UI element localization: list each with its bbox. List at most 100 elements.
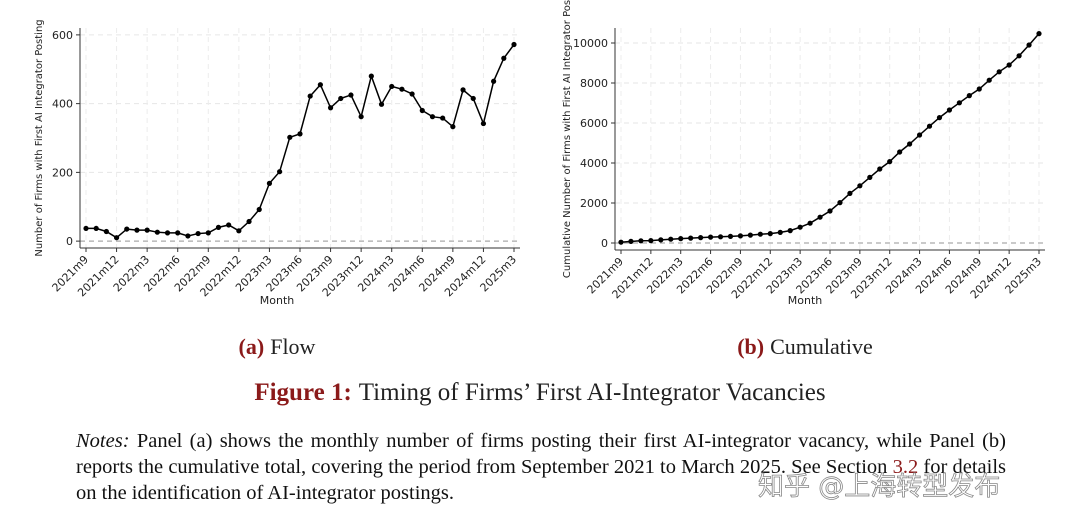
figure-title: Timing of Firms’ First AI-Integrator Vac… — [359, 379, 826, 406]
x-axis-label: Month — [260, 294, 295, 307]
notes-label: Notes: — [76, 430, 130, 452]
data-point — [287, 134, 293, 140]
y-tick-label: 4000 — [580, 157, 608, 170]
data-point — [277, 169, 283, 175]
data-point — [491, 78, 497, 84]
data-point — [698, 235, 704, 241]
data-point — [996, 69, 1002, 75]
panel-caption: (b) Cumulative — [737, 334, 873, 359]
panel-label: (a) — [239, 334, 265, 359]
data-point — [175, 230, 181, 236]
data-point — [83, 225, 89, 232]
data-point — [134, 227, 140, 233]
data-point — [399, 86, 405, 92]
data-point — [688, 235, 694, 241]
data-point — [807, 220, 813, 226]
panel-title: Cumulative — [770, 334, 873, 359]
data-point — [966, 93, 972, 99]
y-tick-label: 8000 — [580, 77, 608, 90]
data-point — [897, 149, 903, 155]
data-point — [205, 230, 211, 236]
data-point — [946, 107, 953, 113]
x-axis-label: Month — [788, 294, 823, 307]
data-point — [887, 159, 893, 165]
data-point — [226, 222, 232, 228]
y-axis-label: Cumulative Number of Firms with First AI… — [562, 0, 573, 278]
y-axis-label: Number of Firms with First AI Integrator… — [34, 19, 45, 256]
data-point — [737, 233, 744, 239]
data-point — [460, 87, 466, 93]
data-point — [307, 93, 313, 99]
data-point — [638, 238, 644, 244]
data-point — [787, 228, 793, 234]
data-point — [757, 231, 763, 237]
y-tick-label: 10000 — [573, 37, 608, 50]
y-tick-label: 6000 — [580, 117, 608, 130]
y-tick-label: 400 — [52, 98, 73, 111]
panel-title: Flow — [270, 334, 315, 359]
data-point — [817, 214, 823, 220]
data-point — [348, 92, 354, 98]
data-point — [648, 238, 654, 244]
data-point — [747, 232, 753, 238]
data-point — [1026, 42, 1032, 48]
data-point — [419, 107, 425, 114]
data-point — [164, 230, 171, 236]
notes-text: for details on the identification of AI-… — [76, 456, 1007, 504]
data-point — [727, 233, 734, 239]
data-point — [1006, 62, 1012, 68]
data-point — [926, 123, 933, 129]
data-point — [867, 174, 873, 180]
data-point — [266, 180, 273, 186]
data-point — [707, 234, 714, 240]
data-point — [154, 229, 160, 235]
data-point — [717, 234, 724, 240]
data-point — [246, 218, 252, 225]
data-point — [236, 228, 242, 234]
data-point — [511, 41, 517, 48]
data-point — [93, 225, 99, 232]
y-tick-label: 2000 — [580, 197, 608, 210]
data-point — [358, 114, 364, 120]
y-tick-label: 0 — [66, 235, 73, 248]
data-point — [450, 124, 456, 130]
data-point — [827, 208, 833, 214]
data-point — [195, 230, 201, 237]
data-point — [678, 236, 684, 242]
figure-label: Figure 1: — [254, 379, 351, 406]
data-point — [916, 132, 923, 138]
y-tick-label: 600 — [52, 29, 73, 42]
data-point — [317, 82, 323, 88]
notes-ref: 3.2 — [892, 456, 919, 478]
data-point — [124, 226, 130, 232]
data-point — [256, 206, 262, 213]
data-point — [628, 238, 634, 244]
figure-caption: Figure 1: Timing of Firms’ First AI-Integ… — [254, 379, 825, 406]
data-point — [470, 95, 476, 102]
data-point — [480, 120, 487, 127]
panel-caption: (a) Flow — [239, 334, 316, 359]
notes: Notes: Panel (a) shows the monthly numbe… — [76, 428, 1006, 506]
data-point — [185, 233, 191, 239]
data-point — [113, 235, 120, 241]
data-point — [144, 227, 150, 233]
data-point — [1016, 53, 1022, 59]
data-point — [847, 190, 853, 196]
data-point — [215, 224, 222, 230]
figure: Figure 1: Timing of Firms’ First AI-Integ… — [34, 0, 1045, 406]
data-point — [668, 236, 674, 242]
data-point — [837, 200, 843, 206]
data-point — [658, 237, 664, 243]
data-point — [797, 224, 803, 230]
data-point — [327, 105, 334, 111]
watermark: 知乎 @上海转型发布 — [758, 472, 1001, 503]
data-point — [956, 100, 962, 106]
data-point — [368, 73, 374, 79]
panel-label: (b) — [737, 334, 764, 359]
data-point — [389, 83, 395, 90]
y-tick-label: 0 — [601, 237, 608, 250]
data-point — [618, 239, 624, 245]
data-point — [429, 114, 436, 120]
data-point — [777, 229, 783, 235]
